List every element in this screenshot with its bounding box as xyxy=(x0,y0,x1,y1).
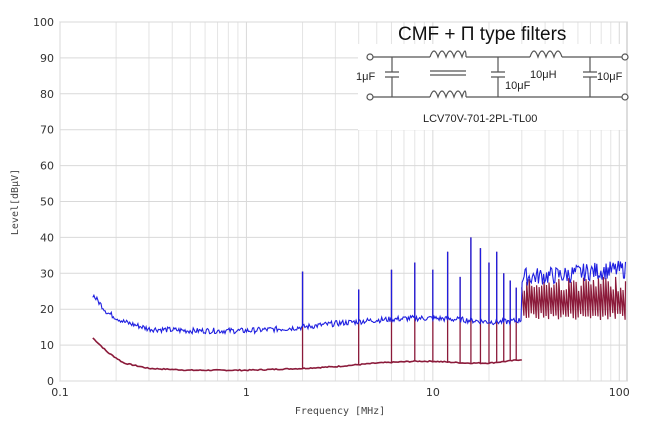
terminal-in-bottom xyxy=(366,93,374,101)
capacitor-1-symbol xyxy=(385,57,399,97)
x-tick-label: 10 xyxy=(426,386,440,399)
y-tick-label: 20 xyxy=(40,303,54,316)
x-tick-label: 0.1 xyxy=(51,386,69,399)
capacitor-2-symbol xyxy=(491,57,505,97)
y-tick-label: 40 xyxy=(40,231,54,244)
y-tick-label: 70 xyxy=(40,124,54,137)
terminal-out-top xyxy=(621,53,629,61)
y-axis-label: Level[dBμV] xyxy=(10,169,21,235)
sawtooth-region xyxy=(521,276,627,321)
y-tick-label: 10 xyxy=(40,339,54,352)
y-tick-labels: 0 10 20 30 40 50 60 70 80 90 100 xyxy=(33,16,54,388)
capacitor-3-symbol xyxy=(583,57,597,97)
y-tick-label: 80 xyxy=(40,88,54,101)
x-tick-label: 100 xyxy=(609,386,630,399)
terminal-in-top xyxy=(366,53,374,61)
y-tick-label: 30 xyxy=(40,267,54,280)
inductor-label: 10μH xyxy=(530,69,557,81)
grid xyxy=(59,21,627,382)
y-tick-label: 0 xyxy=(47,375,54,388)
inductor-symbol xyxy=(529,50,563,59)
common-mode-choke-symbol xyxy=(429,50,467,99)
y-tick-label: 60 xyxy=(40,160,54,173)
filter-schematic: CMF + Π type filters 1μF 10μF 10μH 10μF … xyxy=(356,24,629,130)
capacitor-2-label: 10μF xyxy=(505,80,531,92)
x-tick-labels: 0.1 1 10 100 xyxy=(51,386,630,399)
series-line xyxy=(92,337,522,372)
terminal-out-bottom xyxy=(621,93,629,101)
y-tick-label: 50 xyxy=(40,196,54,209)
capacitor-1-label: 1μF xyxy=(356,71,375,83)
x-tick-label: 1 xyxy=(243,386,250,399)
chart-title: CMF + Π type filters xyxy=(398,24,566,45)
y-tick-label: 100 xyxy=(33,16,54,29)
series-lines xyxy=(92,237,627,372)
part-number-label: LCV70V-701-2PL-TL00 xyxy=(423,113,537,125)
y-tick-label: 90 xyxy=(40,52,54,65)
capacitor-3-label: 10μF xyxy=(597,71,623,83)
x-axis-label: Frequency [MHz] xyxy=(295,406,385,417)
